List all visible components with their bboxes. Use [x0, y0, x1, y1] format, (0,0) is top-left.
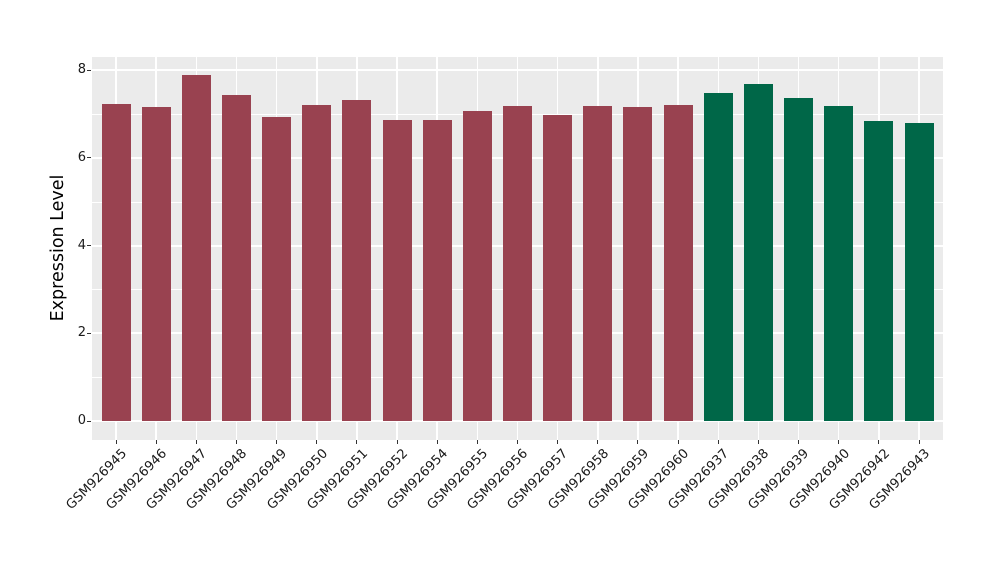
x-tick-label: GSM926938	[705, 446, 773, 513]
x-tick-mark	[878, 440, 880, 444]
bar	[101, 104, 131, 421]
x-tick-label: GSM926955	[424, 446, 492, 513]
bar	[141, 107, 171, 421]
y-tick-label: 6	[77, 149, 86, 165]
bar	[262, 117, 292, 421]
x-tick-mark	[356, 440, 358, 444]
y-tick-mark	[87, 69, 91, 71]
x-tick-mark	[436, 440, 438, 444]
x-tick-mark	[838, 440, 840, 444]
bar	[703, 93, 733, 421]
bar	[784, 98, 814, 421]
x-tick-mark	[396, 440, 398, 444]
x-tick-label: GSM926954	[384, 446, 452, 513]
bar	[302, 105, 332, 421]
x-tick-label: GSM926939	[745, 446, 813, 513]
y-tick-mark	[87, 332, 91, 334]
bar	[623, 107, 653, 421]
x-tick-label: GSM926949	[223, 446, 291, 513]
x-tick-label: GSM926960	[625, 446, 693, 513]
x-tick-mark	[757, 440, 759, 444]
x-tick-label: GSM926945	[63, 446, 130, 513]
x-tick-mark	[155, 440, 157, 444]
x-tick-label: GSM926950	[264, 446, 331, 513]
x-tick-mark	[677, 440, 679, 444]
y-tick-mark	[87, 245, 91, 247]
y-tick-label: 8	[77, 62, 86, 78]
x-tick-label: GSM926959	[585, 446, 652, 513]
x-tick-mark	[316, 440, 318, 444]
bar	[422, 120, 452, 421]
bar	[221, 94, 251, 421]
x-tick-mark	[115, 440, 117, 444]
x-tick-mark	[235, 440, 237, 444]
bar	[342, 99, 372, 421]
x-tick-mark	[918, 440, 920, 444]
x-tick-label: GSM926951	[304, 446, 371, 513]
x-tick-mark	[597, 440, 599, 444]
x-tick-mark	[476, 440, 478, 444]
x-tick-label: GSM926943	[866, 446, 933, 513]
x-tick-mark	[798, 440, 800, 444]
bar	[743, 84, 773, 421]
bar	[382, 120, 412, 421]
bar	[543, 114, 573, 421]
x-tick-label: GSM926956	[464, 446, 532, 513]
y-tick-label: 0	[77, 413, 86, 428]
x-tick-mark	[276, 440, 278, 444]
x-tick-label: GSM926942	[826, 446, 893, 513]
x-tick-label: GSM926958	[545, 446, 612, 513]
plot-panel	[92, 57, 943, 440]
bar	[663, 104, 693, 421]
x-tick-mark	[717, 440, 719, 444]
x-tick-label: GSM926947	[143, 446, 211, 513]
x-tick-label: GSM926940	[786, 446, 853, 513]
x-tick-mark	[517, 440, 518, 444]
x-tick-mark	[195, 440, 197, 444]
x-tick-label: GSM926946	[103, 446, 171, 513]
y-tick-mark	[87, 157, 91, 159]
x-tick-label: GSM926957	[504, 446, 572, 513]
bar	[583, 106, 613, 421]
y-axis-title: Expression Level	[48, 174, 68, 322]
y-tick-label: 2	[77, 325, 86, 341]
bar	[503, 106, 532, 421]
x-tick-label: GSM926937	[665, 446, 733, 513]
bar	[462, 111, 492, 421]
bar	[181, 75, 211, 421]
bar	[904, 122, 934, 421]
y-tick-mark	[87, 420, 91, 422]
bar	[864, 121, 894, 421]
x-tick-label: GSM926952	[344, 446, 411, 513]
x-tick-label: GSM926948	[183, 446, 251, 513]
x-tick-mark	[557, 440, 559, 444]
bar	[824, 105, 854, 421]
x-tick-mark	[637, 440, 639, 444]
